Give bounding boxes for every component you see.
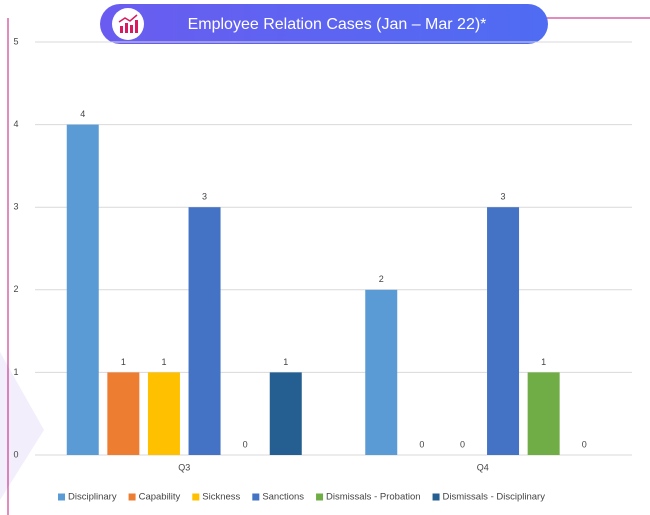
data-label: 3 <box>202 192 207 202</box>
y-tick-label: 5 <box>13 36 18 46</box>
data-label: 1 <box>541 357 546 367</box>
bar <box>487 207 520 455</box>
bar <box>269 372 302 455</box>
legend-swatch <box>432 493 440 501</box>
y-tick-label: 3 <box>13 202 18 212</box>
legend-swatch <box>128 493 136 501</box>
legend-label: Sickness <box>202 492 240 503</box>
y-tick-label: 0 <box>13 449 18 459</box>
bar <box>527 372 560 455</box>
bar <box>365 289 398 455</box>
y-tick-label: 4 <box>13 119 18 129</box>
data-label: 1 <box>121 357 126 367</box>
legend-swatch <box>192 493 200 501</box>
icon-bars <box>118 14 138 33</box>
bar <box>188 207 221 455</box>
data-label: 2 <box>379 274 384 284</box>
legend-label: Dismissals - Probation <box>326 492 421 503</box>
legend-label: Sanctions <box>262 492 304 503</box>
data-label: 3 <box>501 192 506 202</box>
data-label: 0 <box>419 439 424 449</box>
data-label: 1 <box>161 357 166 367</box>
legend-label: Dismissals - Disciplinary <box>443 492 546 503</box>
chart-title: Employee Relation Cases (Jan – Mar 22)* <box>188 16 487 33</box>
x-tick-label: Q3 <box>178 462 190 472</box>
data-label: 1 <box>283 357 288 367</box>
data-label: 0 <box>460 439 465 449</box>
legend-swatch <box>316 493 324 501</box>
legend-label: Disciplinary <box>68 492 117 503</box>
decoration <box>0 352 44 500</box>
bar <box>107 372 140 455</box>
legend-label: Capability <box>139 492 181 503</box>
y-tick-label: 2 <box>13 284 18 294</box>
x-tick-label: Q4 <box>477 462 489 472</box>
data-label: 0 <box>582 439 587 449</box>
bar <box>147 372 180 455</box>
y-tick-label: 1 <box>13 367 18 377</box>
legend-swatch <box>58 493 65 501</box>
data-label: 4 <box>80 109 85 119</box>
title-pill <box>100 4 548 44</box>
legend-swatch <box>252 493 260 501</box>
data-label: 0 <box>243 439 248 449</box>
bar <box>66 124 99 455</box>
